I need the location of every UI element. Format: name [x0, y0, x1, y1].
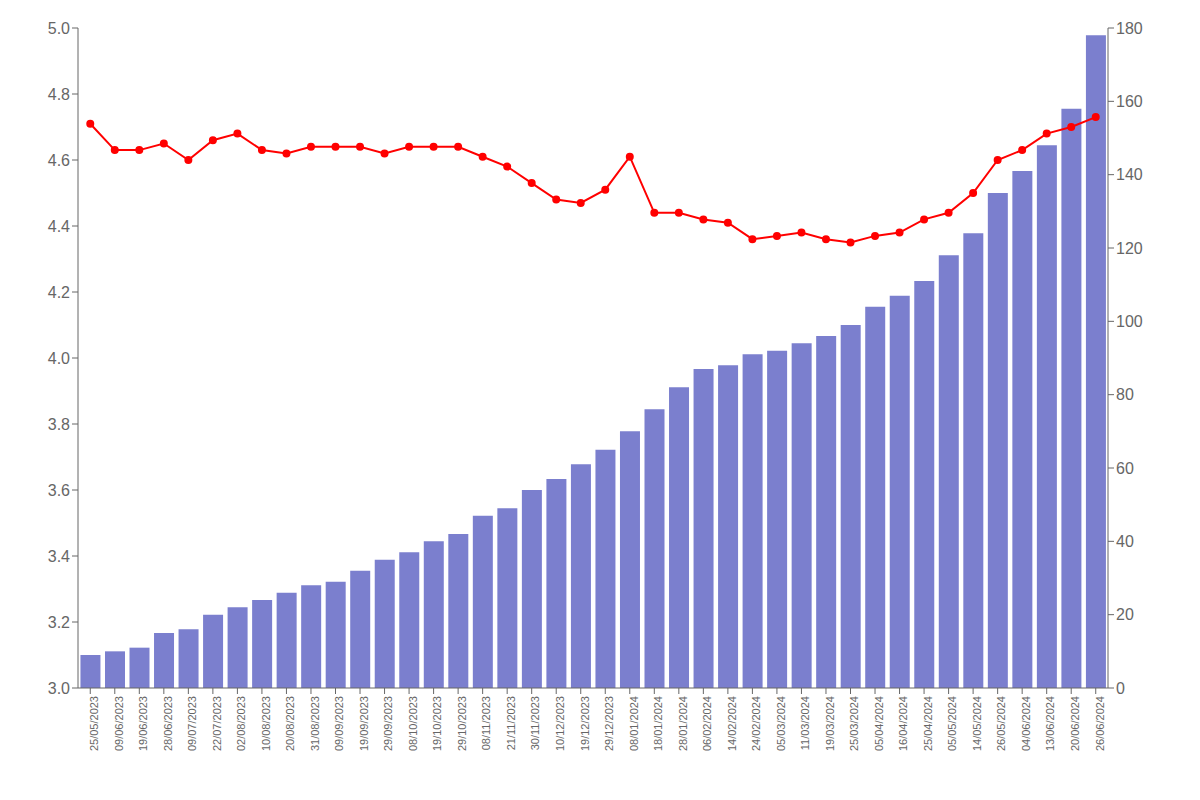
svg-text:26/05/2024: 26/05/2024 — [995, 696, 1007, 751]
svg-text:100: 100 — [1116, 313, 1143, 330]
svg-text:14/05/2024: 14/05/2024 — [971, 696, 983, 751]
svg-text:05/05/2024: 05/05/2024 — [946, 696, 958, 751]
svg-text:3.8: 3.8 — [48, 416, 70, 433]
svg-text:08/10/2023: 08/10/2023 — [407, 696, 419, 751]
svg-text:28/01/2024: 28/01/2024 — [677, 696, 689, 751]
svg-text:60: 60 — [1116, 460, 1134, 477]
svg-text:28/06/2023: 28/06/2023 — [162, 696, 174, 751]
svg-text:180: 180 — [1116, 20, 1143, 37]
svg-text:25/04/2024: 25/04/2024 — [922, 696, 934, 751]
svg-text:3.4: 3.4 — [48, 548, 70, 565]
svg-text:3.0: 3.0 — [48, 680, 70, 697]
svg-text:20: 20 — [1116, 606, 1134, 623]
svg-text:80: 80 — [1116, 386, 1134, 403]
svg-text:29/09/2023: 29/09/2023 — [382, 696, 394, 751]
svg-text:140: 140 — [1116, 166, 1143, 183]
svg-text:08/01/2024: 08/01/2024 — [628, 696, 640, 751]
svg-text:16/04/2024: 16/04/2024 — [897, 696, 909, 751]
svg-text:29/12/2023: 29/12/2023 — [603, 696, 615, 751]
svg-text:21/11/2023: 21/11/2023 — [505, 696, 517, 750]
svg-text:05/03/2024: 05/03/2024 — [775, 696, 787, 751]
svg-text:25/03/2024: 25/03/2024 — [848, 696, 860, 751]
svg-text:24/02/2024: 24/02/2024 — [750, 696, 762, 751]
svg-text:4.2: 4.2 — [48, 284, 70, 301]
svg-text:09/09/2023: 09/09/2023 — [333, 696, 345, 751]
svg-text:120: 120 — [1116, 240, 1143, 257]
svg-text:19/10/2023: 19/10/2023 — [431, 696, 443, 751]
svg-text:4.8: 4.8 — [48, 86, 70, 103]
svg-text:13/06/2024: 13/06/2024 — [1045, 696, 1057, 751]
svg-text:4.4: 4.4 — [48, 218, 70, 235]
svg-text:19/03/2024: 19/03/2024 — [824, 696, 836, 751]
svg-text:11/03/2024: 11/03/2024 — [799, 696, 811, 750]
svg-text:25/05/2023: 25/05/2023 — [88, 696, 100, 751]
svg-text:19/12/2023: 19/12/2023 — [579, 696, 591, 751]
svg-text:08/11/2023: 08/11/2023 — [480, 696, 492, 750]
svg-text:30/11/2023: 30/11/2023 — [530, 696, 542, 750]
svg-text:29/10/2023: 29/10/2023 — [456, 696, 468, 751]
svg-text:31/08/2023: 31/08/2023 — [309, 696, 321, 751]
svg-text:14/02/2024: 14/02/2024 — [726, 696, 738, 751]
svg-text:18/01/2024: 18/01/2024 — [652, 696, 664, 751]
svg-text:06/02/2024: 06/02/2024 — [701, 696, 713, 751]
svg-text:09/06/2023: 09/06/2023 — [113, 696, 125, 751]
svg-text:05/04/2024: 05/04/2024 — [873, 696, 885, 751]
svg-text:4.0: 4.0 — [48, 350, 70, 367]
svg-text:4.6: 4.6 — [48, 152, 70, 169]
svg-text:19/06/2023: 19/06/2023 — [137, 696, 149, 751]
svg-text:10/08/2023: 10/08/2023 — [260, 696, 272, 751]
svg-text:5.0: 5.0 — [48, 20, 70, 37]
svg-text:3.6: 3.6 — [48, 482, 70, 499]
svg-text:04/06/2024: 04/06/2024 — [1020, 696, 1032, 751]
svg-text:3.2: 3.2 — [48, 614, 70, 631]
svg-text:10/12/2023: 10/12/2023 — [554, 696, 566, 751]
svg-text:40: 40 — [1116, 533, 1134, 550]
svg-text:0: 0 — [1116, 680, 1125, 697]
svg-text:22/07/2023: 22/07/2023 — [211, 696, 223, 751]
svg-text:20/06/2024: 20/06/2024 — [1069, 696, 1081, 751]
svg-text:26/06/2024: 26/06/2024 — [1094, 696, 1106, 751]
svg-text:20/08/2023: 20/08/2023 — [284, 696, 296, 751]
svg-text:02/08/2023: 02/08/2023 — [235, 696, 247, 751]
svg-text:19/09/2023: 19/09/2023 — [358, 696, 370, 751]
svg-text:160: 160 — [1116, 93, 1143, 110]
svg-text:09/07/2023: 09/07/2023 — [186, 696, 198, 751]
